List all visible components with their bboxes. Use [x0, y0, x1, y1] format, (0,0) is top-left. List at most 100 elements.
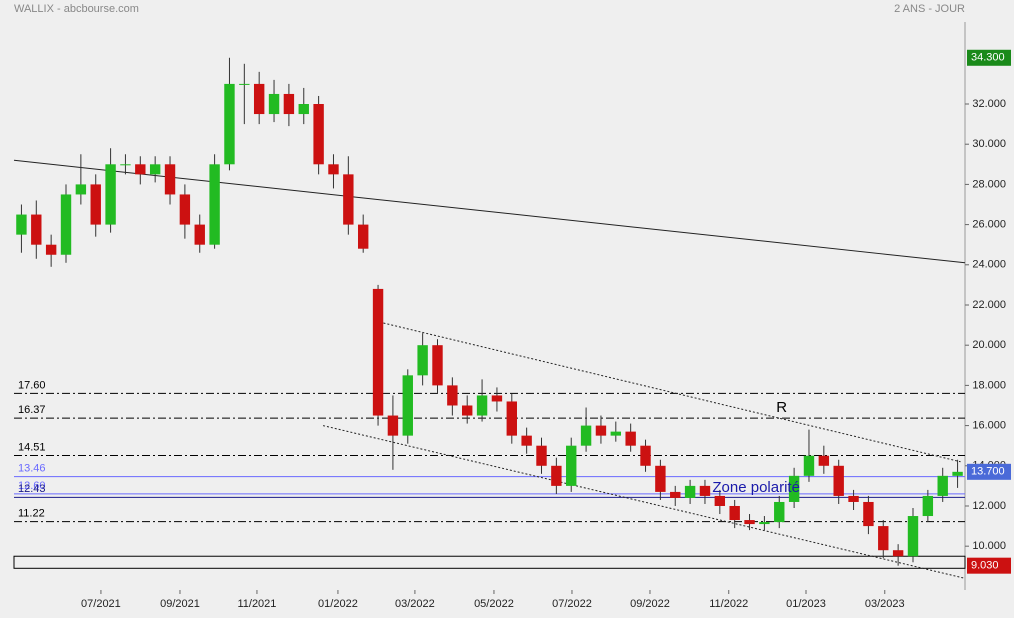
candle-body — [625, 431, 636, 446]
candle-body — [521, 435, 532, 446]
candle-body — [31, 214, 42, 245]
candle-body — [848, 495, 859, 502]
trend-line — [322, 425, 966, 579]
candle-body — [922, 495, 934, 517]
price-tag — [967, 557, 1011, 574]
candle-body — [878, 526, 889, 551]
candle-body — [892, 550, 904, 557]
x-tick-label: 11/2021 — [237, 598, 276, 610]
candle-body — [610, 431, 622, 436]
candle-body — [387, 415, 399, 436]
annotation: R — [776, 399, 787, 416]
x-tick-label: 07/2021 — [81, 598, 121, 610]
x-tick-label: 03/2022 — [395, 598, 435, 610]
candle-body — [45, 244, 57, 255]
candle-body — [372, 288, 384, 416]
candle-body — [506, 401, 517, 436]
candle-body — [105, 164, 116, 225]
candle-body — [684, 485, 696, 498]
candle-body — [417, 345, 428, 376]
candle-body — [432, 345, 443, 386]
price-tag-label: 9.030 — [971, 560, 999, 572]
y-tick-label: 18.000 — [972, 379, 1006, 391]
candle-body — [239, 83, 250, 85]
candle-body — [135, 164, 146, 175]
candle-body — [164, 164, 176, 195]
candle-body — [268, 93, 280, 115]
candle-body — [655, 465, 666, 492]
level-label: 12.43 — [18, 483, 46, 495]
x-tick-label: 01/2023 — [786, 598, 826, 610]
level-label: 11.22 — [18, 508, 45, 520]
level-label: 12.60 — [18, 480, 46, 492]
candle-body — [224, 83, 235, 165]
candle-body — [298, 104, 309, 115]
level-label: 17.60 — [18, 379, 46, 391]
candle-body — [60, 194, 72, 255]
y-tick-label: 16.000 — [972, 419, 1006, 431]
candle-body — [907, 516, 919, 557]
candle-body — [253, 83, 265, 115]
candle-body — [194, 224, 205, 245]
candle-body — [580, 425, 592, 446]
y-tick-label: 28.000 — [972, 178, 1006, 190]
y-tick-label: 10.000 — [972, 540, 1006, 552]
price-tag-label: 13.700 — [971, 466, 1005, 478]
level-label: 14.51 — [18, 441, 46, 453]
candle-body — [120, 164, 131, 166]
candle-body — [952, 471, 963, 476]
candle-body — [462, 405, 473, 416]
y-tick-label: 20.000 — [972, 339, 1006, 351]
candle-body — [343, 174, 354, 225]
trend-line — [379, 321, 961, 463]
candle-body — [209, 164, 220, 245]
y-tick-label: 30.000 — [972, 138, 1006, 150]
y-tick-label: 26.000 — [972, 219, 1006, 231]
candle-body — [476, 395, 488, 416]
candle-body — [447, 385, 458, 406]
x-tick-label: 01/2022 — [318, 598, 358, 610]
annotation: Zone polarité — [712, 479, 800, 496]
y-tick-label: 32.000 — [972, 98, 1006, 110]
x-tick-label: 07/2022 — [552, 598, 592, 610]
candle-body — [670, 491, 681, 498]
candle-body — [16, 214, 27, 235]
x-tick-label: 09/2021 — [160, 598, 200, 610]
candle-body — [179, 194, 191, 225]
y-tick-label: 24.000 — [972, 259, 1006, 271]
x-tick-label: 03/2023 — [865, 598, 905, 610]
candle-body — [744, 520, 755, 525]
candle-body — [328, 164, 339, 175]
candle-body — [283, 93, 295, 115]
candle-body — [699, 485, 711, 496]
y-tick-label: 22.000 — [972, 299, 1006, 311]
candle-body — [788, 475, 800, 502]
x-tick-label: 11/2022 — [709, 598, 748, 610]
candle-body — [149, 164, 161, 175]
candle-body — [491, 395, 503, 402]
candle-body — [551, 465, 562, 486]
candle-body — [566, 445, 577, 486]
level-label: 13.46 — [18, 463, 46, 475]
zone-box — [13, 555, 966, 569]
candle-body — [640, 445, 651, 466]
candle-body — [833, 465, 844, 496]
candle-body — [357, 224, 369, 249]
candle-body — [536, 445, 547, 466]
candle-body — [402, 375, 413, 436]
x-tick-label: 09/2022 — [630, 598, 670, 610]
x-tick-label: 05/2022 — [474, 598, 514, 610]
candle-body — [759, 522, 770, 525]
price-tag-label: 34.300 — [971, 52, 1005, 64]
candle-body — [595, 425, 607, 436]
candle-body — [774, 501, 785, 523]
candle-body — [937, 475, 948, 496]
candle-body — [729, 505, 740, 521]
candle-body — [313, 104, 324, 165]
price-tag — [967, 49, 1011, 66]
candle-body — [863, 501, 874, 527]
candle-body — [818, 455, 830, 466]
level-label: 16.37 — [18, 404, 46, 416]
